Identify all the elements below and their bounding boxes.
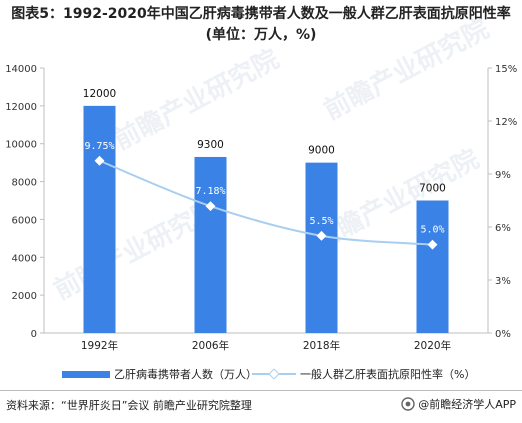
line-value-label: 5.5% [309,216,333,227]
brand-label: @前瞻经济学人APP [418,398,516,411]
bar-value-label: 9000 [308,145,335,157]
x-tick-label: 1992年 [81,339,118,352]
right-tick-label: 9% [495,170,511,181]
legend: 乙肝病毒携带者人数（万人） 一般人群乙肝表面抗原阳性率（%） [0,366,522,384]
legend-bar-swatch [62,370,110,378]
legend-item-line: 一般人群乙肝表面抗原阳性率（%） [252,366,475,382]
watermark-text: 前瞻产业研究院 [319,13,494,126]
left-tick-label: 0 [31,329,37,340]
left-tick-label: 4000 [12,253,37,264]
bar-value-label: 9300 [197,139,224,151]
right-tick-label: 6% [495,223,511,234]
left-tick-label: 12000 [5,102,37,113]
line-value-label: 7.18% [195,186,225,197]
source-note: 资料来源：“世界肝炎日”会议 前瞻产业研究院整理 [6,399,252,412]
bar-value-label: 7000 [419,183,446,195]
legend-item-bar: 乙肝病毒携带者人数（万人） [62,366,257,382]
bar [416,200,449,333]
chart-title: 图表5：1992-2020年中国乙肝病毒携带者人数及一般人群乙肝表面抗原阳性率(… [11,6,511,43]
brand: @前瞻经济学人APP [401,396,516,412]
left-tick-label: 2000 [12,291,37,302]
brand-logo-icon [401,397,415,411]
bar [194,156,227,333]
line-value-label: 5.0% [420,225,444,236]
left-tick-label: 6000 [12,215,37,226]
left-tick-label: 14000 [5,64,37,75]
right-tick-label: 12% [495,117,517,128]
line-series [99,159,433,246]
x-tick-label: 2020年 [414,339,451,352]
left-tick-label: 10000 [5,140,37,151]
x-tick-label: 2006年 [192,339,229,352]
line-marker [427,239,438,250]
combo-chart: 前瞻产业研究院 前瞻产业研究院前瞻产业研究院前瞻产业研究院020004000600… [5,13,517,352]
right-tick-label: 3% [495,276,511,287]
legend-bar-label: 乙肝病毒携带者人数（万人） [114,368,257,381]
footer: 资料来源：“世界肝炎日”会议 前瞻产业研究院整理 @前瞻经济学人APP [0,390,522,421]
legend-line-label: 一般人群乙肝表面抗原阳性率（%） [300,368,476,381]
bar-value-label: 12000 [83,88,116,100]
bar [305,162,338,333]
line-marker [205,201,216,212]
line-marker [94,155,105,166]
x-tick-label: 2018年 [303,339,340,352]
bar [83,105,116,333]
right-tick-label: 15% [495,64,517,75]
left-tick-label: 8000 [12,178,37,189]
line-marker [316,230,327,241]
legend-line-swatch [252,368,296,380]
line-value-label: 9.75% [84,141,114,152]
right-tick-label: 0% [495,329,511,340]
